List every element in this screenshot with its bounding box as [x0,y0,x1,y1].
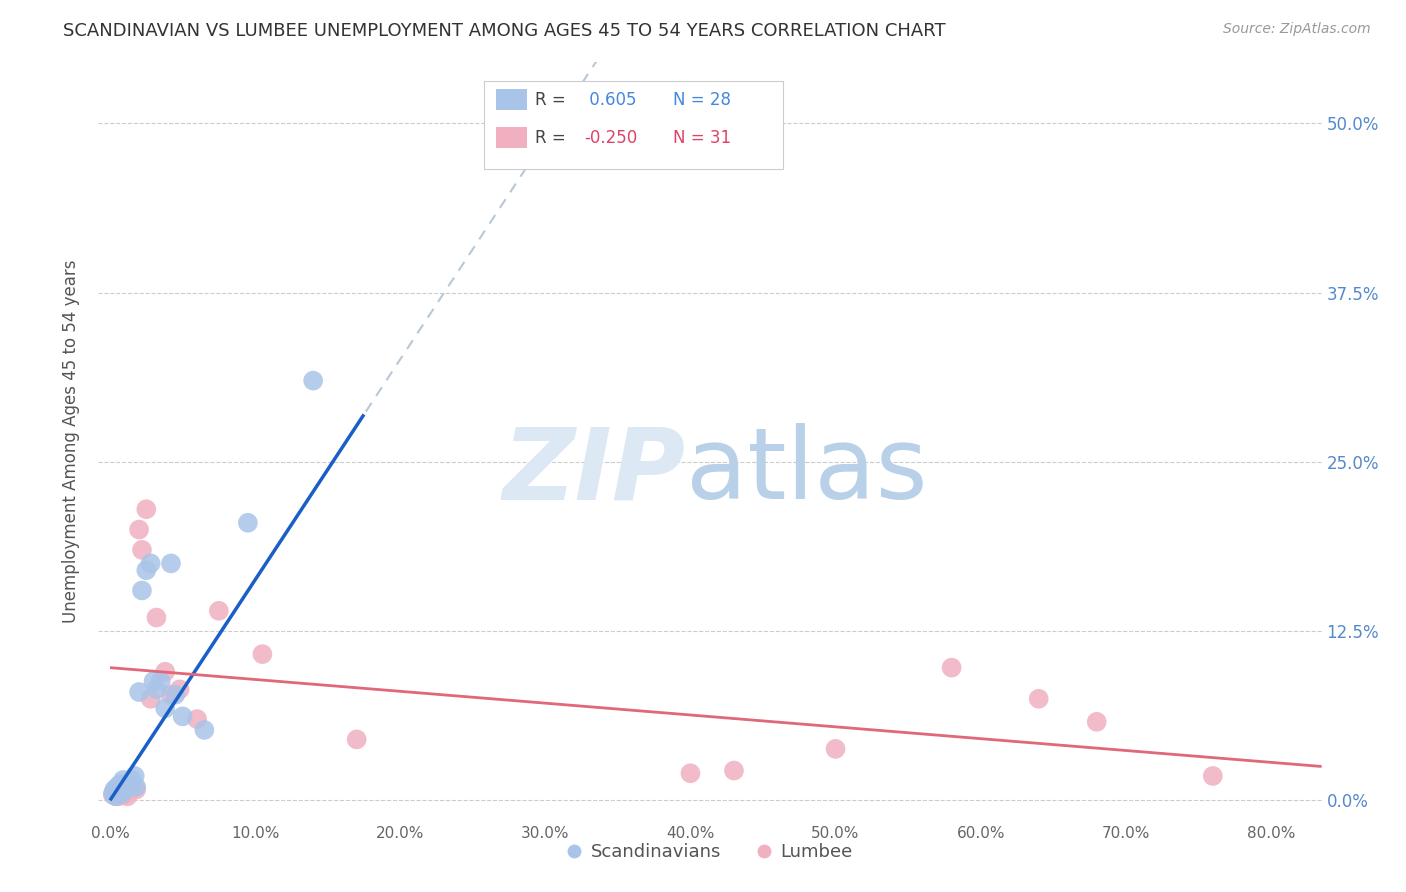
Text: 0.605: 0.605 [583,91,637,109]
Point [824,742,846,756]
Point [108,782,131,797]
Y-axis label: Unemployment Among Ages 45 to 54 years: Unemployment Among Ages 45 to 54 years [62,260,80,624]
Point [104,789,127,804]
Text: -0.250: -0.250 [583,128,637,146]
Point [111,787,134,801]
Text: N = 31: N = 31 [673,128,731,146]
Point [160,557,183,571]
FancyBboxPatch shape [496,127,527,148]
Point [153,701,176,715]
Text: Source: ZipAtlas.com: Source: ZipAtlas.com [1223,22,1371,37]
Point [105,787,128,801]
Point [941,660,963,674]
Point [131,583,153,598]
Point [135,563,157,577]
Point [128,523,150,537]
Point [101,787,124,801]
Point [114,782,136,797]
Point [186,712,208,726]
Text: N = 28: N = 28 [673,91,731,109]
Point [107,789,129,804]
Point [118,780,141,794]
Point [145,682,167,697]
Point [252,647,274,661]
Point [165,688,187,702]
Point [131,542,153,557]
Point [128,685,150,699]
Point [1028,691,1050,706]
Text: R =: R = [536,91,571,109]
Point [103,785,125,799]
Point [121,772,143,787]
Point [172,709,194,723]
Point [139,557,162,571]
Point [149,674,172,689]
Point [117,777,139,791]
Point [105,780,128,794]
Point [112,772,135,787]
Point [142,674,165,689]
Point [124,769,146,783]
Text: ZIP: ZIP [502,424,686,520]
Point [135,502,157,516]
Point [679,766,702,780]
Point [193,723,215,737]
Point [108,777,131,791]
Legend: Scandinavians, Lumbee: Scandinavians, Lumbee [560,836,860,869]
Point [139,691,162,706]
Point [121,780,143,794]
Point [103,782,125,797]
Point [169,682,191,697]
Point [125,780,148,794]
Point [346,732,368,747]
FancyBboxPatch shape [484,81,783,169]
Point [125,782,148,797]
Point [111,785,134,799]
Point [112,788,135,802]
Point [1085,714,1108,729]
Text: atlas: atlas [686,424,927,520]
Point [1202,769,1225,783]
Point [107,785,129,799]
Point [101,788,124,802]
Point [153,665,176,679]
Text: R =: R = [536,128,571,146]
Point [104,789,127,804]
Point [208,604,231,618]
FancyBboxPatch shape [496,89,527,111]
Point [117,789,139,804]
Point [236,516,259,530]
Point [145,610,167,624]
Point [160,688,183,702]
Point [723,764,745,778]
Text: SCANDINAVIAN VS LUMBEE UNEMPLOYMENT AMONG AGES 45 TO 54 YEARS CORRELATION CHART: SCANDINAVIAN VS LUMBEE UNEMPLOYMENT AMON… [63,22,946,40]
Point [114,787,136,801]
Point [302,374,325,388]
